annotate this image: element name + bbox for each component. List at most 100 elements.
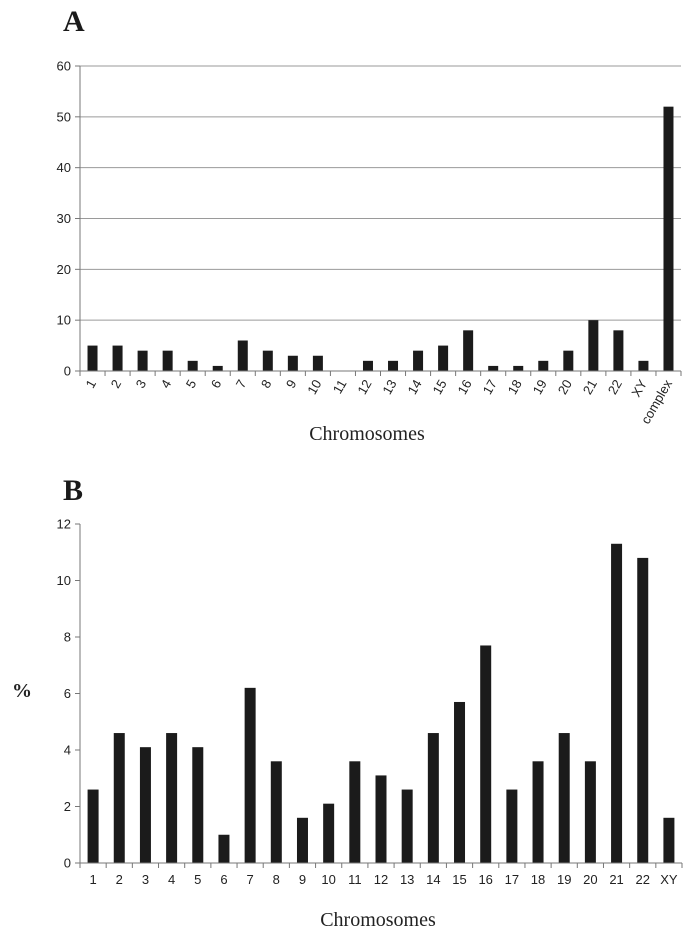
bar-a xyxy=(212,365,223,371)
x-tick-label-b: 20 xyxy=(583,872,597,887)
bar-a xyxy=(362,360,373,371)
x-tick-label-b: 1 xyxy=(89,872,96,887)
bar-b xyxy=(139,747,151,863)
x-tick-label-b: 4 xyxy=(168,872,175,887)
x-tick-label-b: 21 xyxy=(609,872,623,887)
x-tick-label-b: XY xyxy=(660,872,678,887)
bar-b xyxy=(87,789,99,863)
panel-label-b: B xyxy=(63,474,83,507)
y-tick-label-b: 6 xyxy=(64,686,71,701)
bar-a xyxy=(287,355,298,371)
x-tick-label-a: 1 xyxy=(83,377,100,391)
x-tick-label-a: 11 xyxy=(330,377,350,396)
x-tick-label-a: 8 xyxy=(258,377,275,391)
y-tick-label-b: 12 xyxy=(57,517,71,532)
x-tick-label-a: 15 xyxy=(429,377,449,397)
bar-b xyxy=(296,817,308,863)
x-tick-label-b: 8 xyxy=(273,872,280,887)
y-tick-label-b: 2 xyxy=(64,799,71,814)
bar-b xyxy=(113,733,125,863)
y-tick-label-a: 0 xyxy=(64,364,71,379)
bar-b xyxy=(375,775,387,863)
bar-b xyxy=(401,789,413,863)
x-tick-label-b: 3 xyxy=(142,872,149,887)
x-tick-label-b: 14 xyxy=(426,872,440,887)
y-tick-labels-b: 0 2 4 6 8 10 12 xyxy=(57,517,71,871)
x-tick-label-a: 22 xyxy=(605,377,625,397)
x-tick-label-b: 17 xyxy=(505,872,519,887)
x-tick-labels-b: 1 2 3 4 5 6 7 8 9 10 11 12 13 14 15 16 17 18 19 20 21 22 XY xyxy=(79,863,683,887)
x-tick-label-a: 18 xyxy=(505,377,525,397)
x-tick-label-a: 5 xyxy=(183,377,200,391)
y-tick-label-a: 10 xyxy=(57,313,71,328)
x-tick-label-b: 11 xyxy=(348,872,362,887)
bar-b xyxy=(611,543,623,863)
bar-b xyxy=(192,747,204,863)
x-tick-label-a: 10 xyxy=(304,377,324,397)
panel-label-a: A xyxy=(63,5,85,38)
y-tick-label-b: 4 xyxy=(64,743,71,758)
x-tick-label-a: 3 xyxy=(133,377,150,391)
bar-a xyxy=(488,365,499,371)
bar-a xyxy=(513,365,524,371)
bar-b xyxy=(244,687,256,863)
y-tick-label-a: 30 xyxy=(57,211,71,226)
x-axis-title-a: Chromosomes xyxy=(309,423,425,445)
x-tick-label-b: 19 xyxy=(557,872,571,887)
x-tick-label-a: XY xyxy=(628,377,650,400)
x-tick-label-a: 7 xyxy=(233,377,250,391)
bar-b xyxy=(454,701,466,863)
y-tick-label-a: 50 xyxy=(57,109,71,124)
x-tick-labels-a: 1 2 3 4 5 6 7 8 9 10 11 12 13 14 15 16 17 18 19 20 21 22 XYcom… xyxy=(79,371,682,426)
bar-b xyxy=(558,733,570,863)
bar-b xyxy=(637,557,649,863)
y-axis-title-b: % xyxy=(12,680,32,702)
y-tick-label-b: 8 xyxy=(64,630,71,645)
bar-a xyxy=(538,360,549,371)
x-tick-label-a: 19 xyxy=(530,377,550,397)
x-tick-label-a: 14 xyxy=(404,377,424,397)
x-tick-label-b: 9 xyxy=(299,872,306,887)
bar-a xyxy=(438,345,449,371)
bar-b xyxy=(349,761,361,863)
x-tick-label-b: 5 xyxy=(194,872,201,887)
y-tick-label-a: 40 xyxy=(57,160,71,175)
x-tick-label-b: 13 xyxy=(400,872,414,887)
y-tick-labels-a: 0 10 20 30 40 50 60 xyxy=(57,59,71,379)
bar-b xyxy=(427,733,439,863)
bar-b xyxy=(218,834,230,863)
bar-b xyxy=(532,761,544,863)
x-tick-label-a: 21 xyxy=(580,377,600,397)
x-tick-label-b: 6 xyxy=(220,872,227,887)
y-tick-label-a: 60 xyxy=(57,59,71,74)
x-tick-label-a: 4 xyxy=(158,377,175,391)
x-tick-label-b: 22 xyxy=(636,872,650,887)
bar-a xyxy=(237,340,248,371)
y-tick-label-a: 20 xyxy=(57,262,71,277)
x-tick-label-a: 2 xyxy=(108,377,125,391)
x-tick-label-a: 9 xyxy=(283,377,300,391)
bar-b xyxy=(663,817,675,863)
bar-a xyxy=(388,360,399,371)
x-tick-label-b: 12 xyxy=(374,872,388,887)
bar-a xyxy=(563,350,574,371)
bar-a xyxy=(588,320,599,371)
bar-a xyxy=(638,360,649,371)
bar-a xyxy=(112,345,123,371)
bars-b xyxy=(87,543,675,863)
bars-a xyxy=(87,106,674,372)
x-tick-label-b: 10 xyxy=(321,872,335,887)
x-tick-label-a: 20 xyxy=(555,377,575,397)
x-tick-label-a: 12 xyxy=(354,377,374,397)
bar-a xyxy=(262,350,273,371)
y-tick-label-b: 0 xyxy=(64,856,71,871)
bar-a xyxy=(613,330,624,371)
x-axis-title-b: Chromosomes xyxy=(320,909,436,931)
bar-b xyxy=(480,645,492,863)
gridlines-b xyxy=(75,523,80,864)
x-tick-label-a: 13 xyxy=(379,377,399,397)
gridlines-a xyxy=(75,65,681,372)
x-tick-label-b: 18 xyxy=(531,872,545,887)
bar-a xyxy=(312,355,323,371)
